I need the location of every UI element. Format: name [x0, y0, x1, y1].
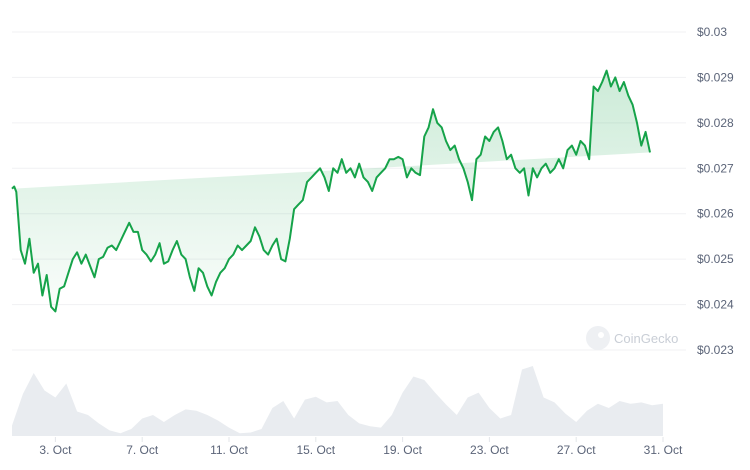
y-tick-label: $0.023	[697, 343, 734, 357]
y-tick-label: $0.029	[697, 70, 734, 84]
y-tick-label: $0.024	[697, 298, 734, 312]
x-tick-label: 19. Oct	[383, 443, 422, 457]
y-tick-label: $0.025	[697, 252, 734, 266]
x-tick-label: 7. Oct	[126, 443, 159, 457]
price-line[interactable]	[11, 69, 651, 313]
y-tick-label: $0.03	[697, 25, 727, 39]
coingecko-logo-icon	[586, 326, 610, 350]
coingecko-eye-icon	[598, 332, 604, 338]
x-tick-label: 15. Oct	[296, 443, 335, 457]
price-area-fill	[12, 70, 650, 312]
x-tick-label: 31. Oct	[644, 443, 683, 457]
x-tick-label: 11. Oct	[210, 443, 248, 457]
y-tick-label: $0.026	[697, 207, 734, 221]
volume-area	[12, 366, 663, 436]
y-tick-label: $0.028	[697, 116, 734, 130]
y-tick-label: $0.027	[697, 161, 734, 175]
x-tick-label: 27. Oct	[557, 443, 596, 457]
coingecko-watermark: CoinGecko	[586, 326, 678, 350]
watermark-text: CoinGecko	[614, 331, 678, 346]
y-axis-labels: $0.023 $0.024 $0.025 $0.026 $0.027 $0.028 $0.0…	[697, 25, 734, 357]
x-tick-label: 23. Oct	[470, 443, 509, 457]
x-tick-label: 3. Oct	[39, 443, 72, 457]
x-axis-labels: 3. Oct 7. Oct 11. Oct 15. Oct 19. Oct 23. Oct…	[39, 437, 683, 457]
volume-bars	[12, 366, 663, 436]
